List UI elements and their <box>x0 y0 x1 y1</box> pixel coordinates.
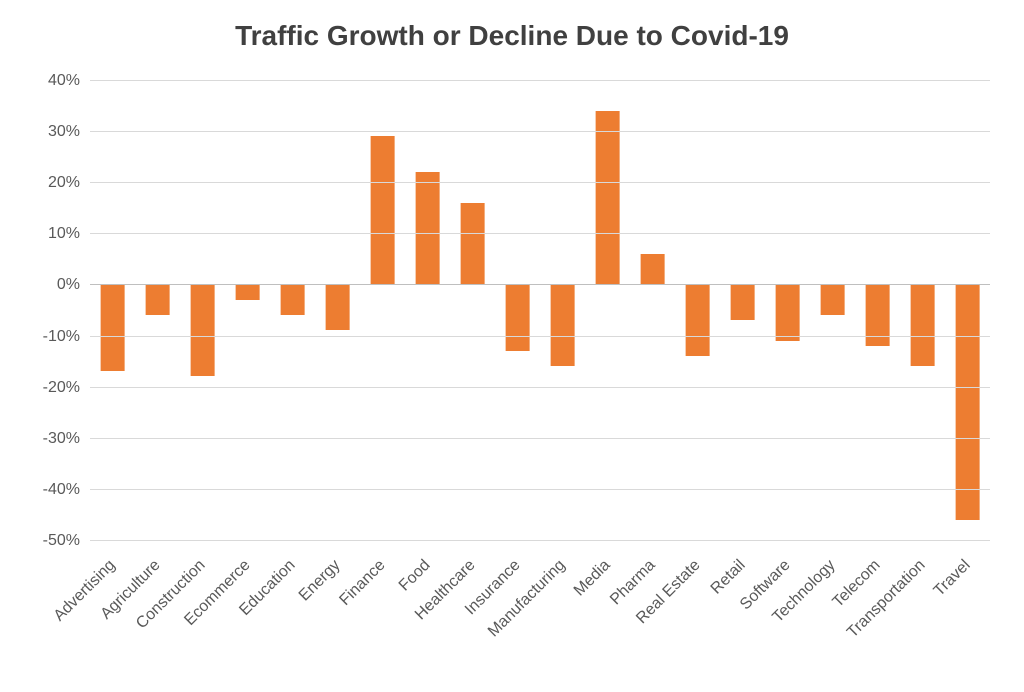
grid-line: 0% <box>90 284 990 285</box>
bar <box>640 254 665 285</box>
grid-line: -40% <box>90 489 990 490</box>
y-axis-label: 10% <box>48 225 90 243</box>
bar-slot <box>810 80 855 540</box>
bar <box>550 284 575 366</box>
bar <box>100 284 125 371</box>
x-axis-label: Finance <box>336 557 389 610</box>
bar <box>370 136 395 284</box>
bar <box>730 284 755 320</box>
bar <box>775 284 800 340</box>
x-axis-label: Travel <box>930 557 974 601</box>
grid-line: -50% <box>90 540 990 541</box>
bar <box>820 284 845 315</box>
grid-line: 10% <box>90 233 990 234</box>
bar <box>595 111 620 285</box>
bar <box>190 284 215 376</box>
bar-slot <box>180 80 225 540</box>
bar-slot <box>90 80 135 540</box>
bar-slot <box>225 80 270 540</box>
bar <box>235 284 260 299</box>
bar-slot <box>585 80 630 540</box>
bar-slot <box>270 80 315 540</box>
bar-slot <box>450 80 495 540</box>
bar <box>145 284 170 315</box>
y-axis-label: -30% <box>43 430 90 448</box>
y-axis-label: -10% <box>43 328 90 346</box>
bar <box>685 284 710 356</box>
bar-slot <box>630 80 675 540</box>
bar-slot <box>315 80 360 540</box>
grid-line: -20% <box>90 387 990 388</box>
grid-line: -30% <box>90 438 990 439</box>
grid-line: 30% <box>90 131 990 132</box>
y-axis-label: -20% <box>43 379 90 397</box>
y-axis-label: -40% <box>43 481 90 499</box>
bar <box>280 284 305 315</box>
bar-slot <box>900 80 945 540</box>
bar <box>865 284 890 345</box>
chart-container: Traffic Growth or Decline Due to Covid-1… <box>0 0 1024 692</box>
bar-slot <box>720 80 765 540</box>
y-axis-label: -50% <box>43 532 90 550</box>
bar-slot <box>675 80 720 540</box>
bar-slot <box>405 80 450 540</box>
bar-slot <box>765 80 810 540</box>
x-axis-label: Food <box>395 557 434 596</box>
plot-area: 40% 30% 20% 10% 0% -10% -20% -30% -40% -50% <box>90 80 990 540</box>
bar <box>505 284 530 350</box>
bar-slot <box>945 80 990 540</box>
grid-line: -10% <box>90 336 990 337</box>
grid-line: 20% <box>90 182 990 183</box>
bar-slot <box>495 80 540 540</box>
x-axis-labels: AdvertisingAgricultureConstructionEcomme… <box>90 548 990 678</box>
x-axis-label: Retail <box>707 557 749 599</box>
chart-title: Traffic Growth or Decline Due to Covid-1… <box>0 20 1024 52</box>
bar <box>325 284 350 330</box>
bar-slot <box>135 80 180 540</box>
bar-slot <box>540 80 585 540</box>
y-axis-label: 30% <box>48 123 90 141</box>
bar <box>955 284 980 519</box>
grid-line: 40% <box>90 80 990 81</box>
bar-slot <box>855 80 900 540</box>
bars-layer <box>90 80 990 540</box>
bar <box>460 203 485 285</box>
y-axis-label: 40% <box>48 72 90 90</box>
y-axis-label: 20% <box>48 174 90 192</box>
bar <box>910 284 935 366</box>
bar-slot <box>360 80 405 540</box>
y-axis-label: 0% <box>57 276 90 294</box>
x-axis-label: Media <box>570 557 614 601</box>
x-axis-label: Transportation <box>844 557 929 642</box>
bar <box>415 172 440 284</box>
